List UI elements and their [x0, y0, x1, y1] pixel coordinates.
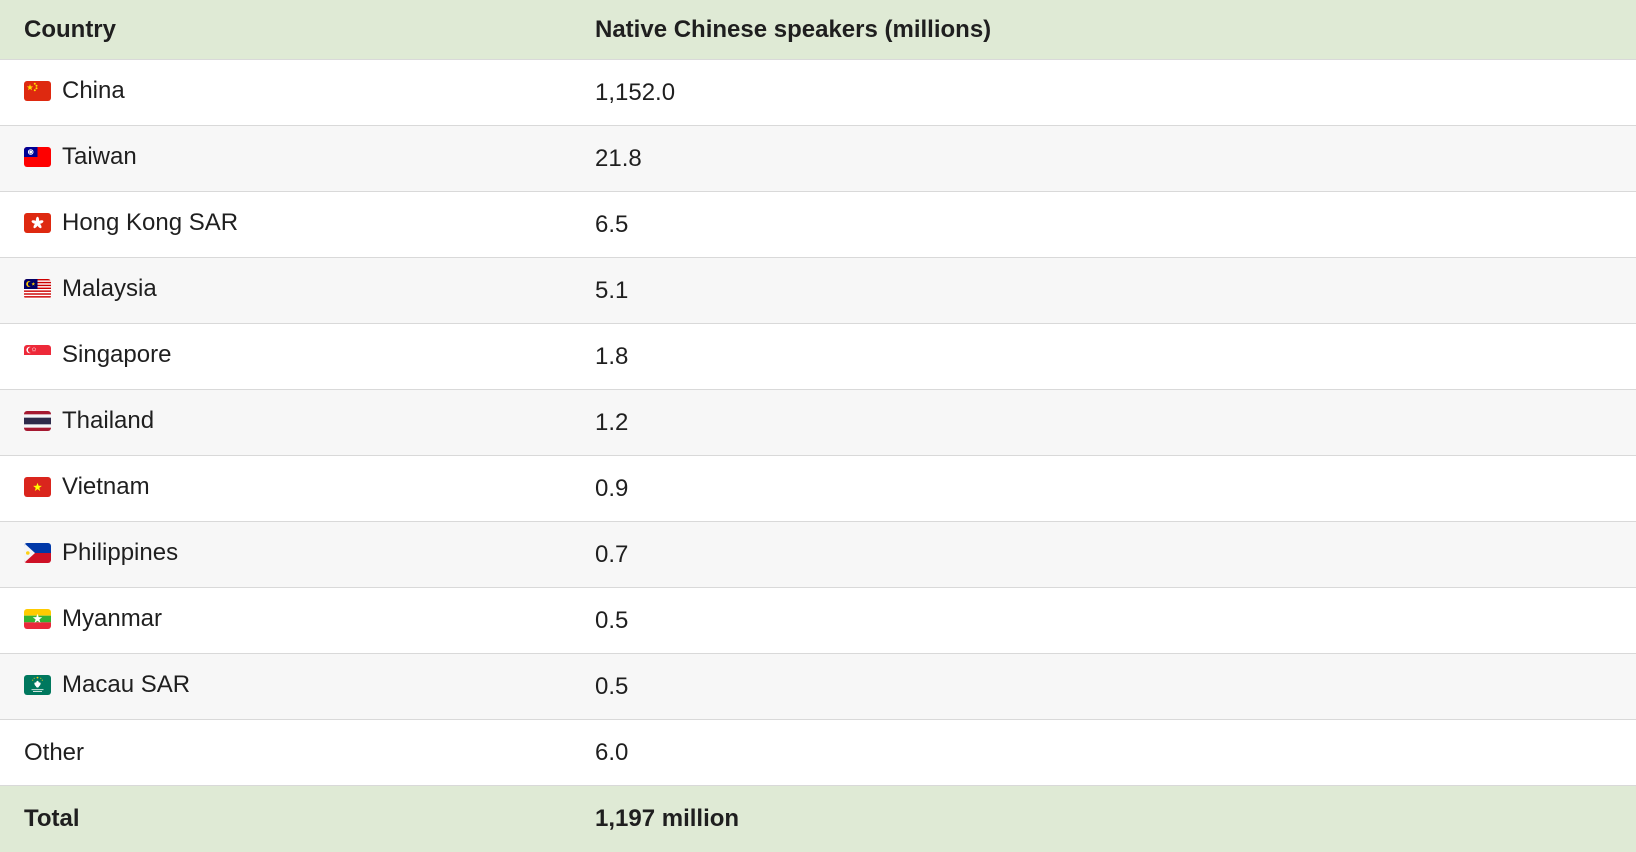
table-row: Macau SAR 0.5 — [0, 654, 1636, 720]
myanmar-flag-icon — [24, 609, 51, 629]
taiwan-flag-icon — [24, 147, 51, 167]
value-cell: 6.0 — [571, 720, 1636, 786]
country-label: Hong Kong SAR — [62, 209, 238, 237]
value-cell: 0.9 — [571, 456, 1636, 522]
country-cell: Taiwan — [0, 126, 571, 192]
country-label: Taiwan — [62, 143, 137, 171]
table-row: Philippines 0.7 — [0, 522, 1636, 588]
china-flag-icon — [24, 81, 51, 101]
value-cell: 0.5 — [571, 588, 1636, 654]
vietnam-flag-icon — [24, 477, 51, 497]
country-label: Myanmar — [62, 605, 162, 633]
value-cell: 21.8 — [571, 126, 1636, 192]
country-label: Macau SAR — [62, 671, 190, 699]
table-row: Myanmar 0.5 — [0, 588, 1636, 654]
country-label: China — [62, 77, 125, 105]
malaysia-flag-icon — [24, 279, 51, 299]
country-label: Other — [24, 739, 84, 767]
value-cell: 1.2 — [571, 390, 1636, 456]
table-row: Singapore 1.8 — [0, 324, 1636, 390]
country-cell: Hong Kong SAR — [0, 192, 571, 258]
value-column-header: Native Chinese speakers (millions) — [571, 0, 1636, 60]
country-cell: Vietnam — [0, 456, 571, 522]
value-cell: 1.8 — [571, 324, 1636, 390]
country-column-header: Country — [0, 0, 571, 60]
table-body: China 1,152.0 Taiwan 21.8 Hong Kong SAR … — [0, 60, 1636, 786]
country-cell: Philippines — [0, 522, 571, 588]
table-header: Country Native Chinese speakers (million… — [0, 0, 1636, 60]
philippines-flag-icon — [24, 543, 51, 563]
table-row: China 1,152.0 — [0, 60, 1636, 126]
country-label: Singapore — [62, 341, 171, 369]
value-cell: 0.7 — [571, 522, 1636, 588]
value-cell: 1,152.0 — [571, 60, 1636, 126]
country-label: Malaysia — [62, 275, 157, 303]
country-label: Vietnam — [62, 473, 150, 501]
value-cell: 5.1 — [571, 258, 1636, 324]
total-label: Total — [0, 786, 571, 852]
table-row: Hong Kong SAR 6.5 — [0, 192, 1636, 258]
value-cell: 0.5 — [571, 654, 1636, 720]
table-row: Other 6.0 — [0, 720, 1636, 786]
value-cell: 6.5 — [571, 192, 1636, 258]
country-label: Philippines — [62, 539, 178, 567]
country-label: Thailand — [62, 407, 154, 435]
thailand-flag-icon — [24, 411, 51, 431]
table-row: Thailand 1.2 — [0, 390, 1636, 456]
table-row: Malaysia 5.1 — [0, 258, 1636, 324]
table-row: Vietnam 0.9 — [0, 456, 1636, 522]
country-cell: Malaysia — [0, 258, 571, 324]
table-footer: Total 1,197 million — [0, 786, 1636, 852]
country-cell: Myanmar — [0, 588, 571, 654]
singapore-flag-icon — [24, 345, 51, 365]
country-cell: Macau SAR — [0, 654, 571, 720]
total-row: Total 1,197 million — [0, 786, 1636, 852]
country-cell: China — [0, 60, 571, 126]
macau-flag-icon — [24, 675, 51, 695]
hong-kong-flag-icon — [24, 213, 51, 233]
country-cell: Thailand — [0, 390, 571, 456]
table-row: Taiwan 21.8 — [0, 126, 1636, 192]
country-cell: Other — [0, 720, 571, 786]
country-cell: Singapore — [0, 324, 571, 390]
header-row: Country Native Chinese speakers (million… — [0, 0, 1636, 60]
total-value: 1,197 million — [571, 786, 1636, 852]
